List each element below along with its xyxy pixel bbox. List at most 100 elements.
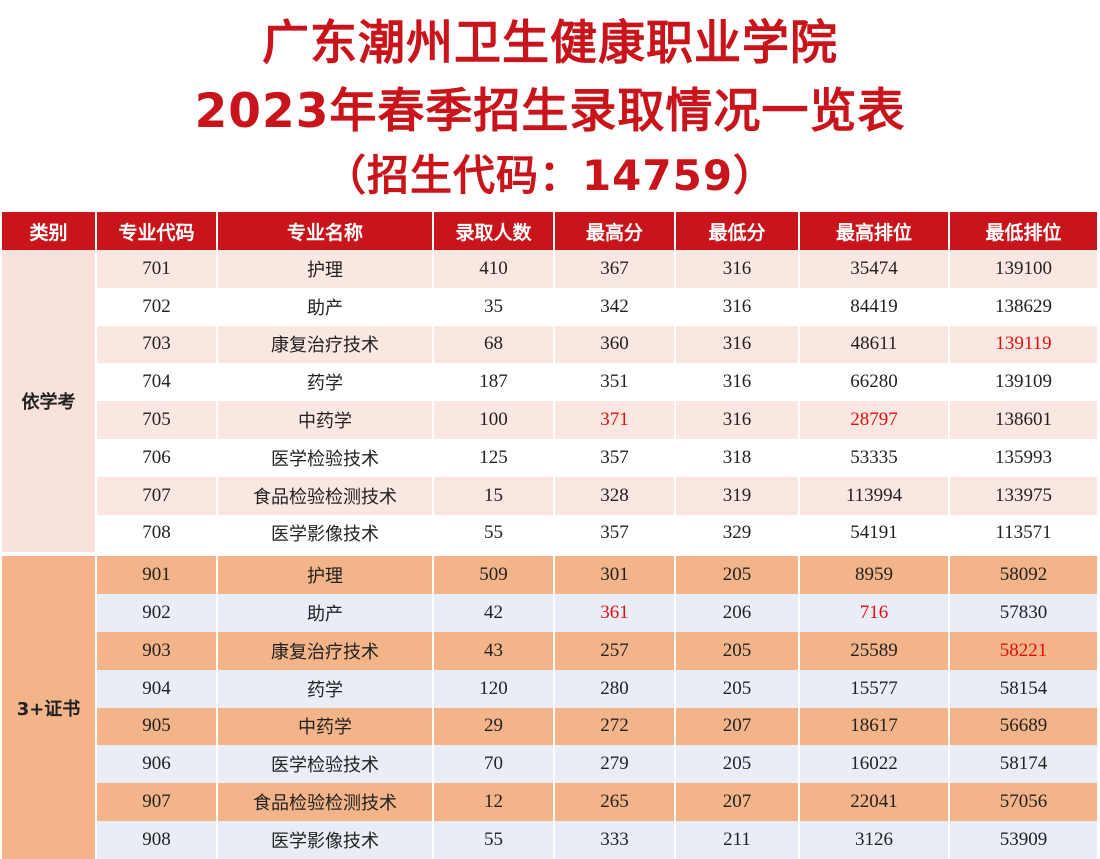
admitted-count-cell: 12 <box>433 783 555 821</box>
header-highest-score: 最高分 <box>554 212 676 250</box>
table-header-row: 类别 专业代码 专业名称 录取人数 最高分 最低分 最高排位 最低排位 <box>2 212 1099 250</box>
table-body: 依学考 701 护理 410 367 316 35474 139100 702 助产 35 342 31… <box>2 250 1099 859</box>
table-row: 906 医学检验技术 70 279 205 16022 58174 <box>2 745 1099 784</box>
table-row: 704 药学 187 351 316 66280 139109 <box>2 363 1099 402</box>
lowest-score-cell: 205 <box>675 745 800 784</box>
highest-score-cell: 357 <box>554 514 676 553</box>
separator-cell <box>2 552 1098 557</box>
school-name-title: 广东潮州卫生健康职业学院 <box>262 16 838 71</box>
lowest-rank-cell: 58174 <box>949 745 1099 784</box>
lowest-score-cell: 318 <box>675 438 800 477</box>
table-row: 702 助产 35 342 316 84419 138629 <box>2 287 1099 326</box>
major-code-cell: 908 <box>96 820 218 859</box>
admitted-count-cell: 35 <box>433 287 555 326</box>
table-row: 3+证书 901 护理 509 301 205 8959 58092 <box>2 556 1099 859</box>
header-category: 类别 <box>2 212 97 250</box>
highest-rank-cell: 716 <box>799 594 950 632</box>
major-code-cell: 705 <box>96 401 218 439</box>
major-name-cell: 医学检验技术 <box>217 438 434 477</box>
highest-score-cell: 257 <box>554 631 676 670</box>
category-cell: 3+证书 <box>2 556 97 859</box>
major-code-cell: 703 <box>96 325 218 364</box>
header-major-code: 专业代码 <box>96 212 218 250</box>
highest-score-cell: 272 <box>554 707 676 746</box>
major-name-cell: 医学影像技术 <box>217 514 434 553</box>
lowest-rank-cell: 135993 <box>949 438 1099 477</box>
lowest-score-cell: 316 <box>675 363 800 402</box>
highest-rank-cell: 66280 <box>799 363 950 402</box>
lowest-score-cell: 206 <box>675 594 800 632</box>
lowest-rank-cell: 53909 <box>949 820 1099 859</box>
lowest-score-cell: 316 <box>675 287 800 326</box>
major-code-cell: 907 <box>96 783 218 821</box>
lowest-rank-cell: 57830 <box>949 594 1099 632</box>
major-name-cell: 助产 <box>217 287 434 326</box>
lowest-score-cell: 319 <box>675 476 800 515</box>
major-name-cell: 食品检验检测技术 <box>217 783 434 821</box>
highest-rank-cell: 113994 <box>799 476 950 515</box>
admitted-count-cell: 15 <box>433 476 555 515</box>
admitted-count-cell: 100 <box>433 401 555 439</box>
highest-rank-cell: 54191 <box>799 514 950 553</box>
highest-score-cell: 361 <box>554 594 676 632</box>
major-name-cell: 护理 <box>217 250 434 288</box>
lowest-rank-cell: 139109 <box>949 363 1099 402</box>
enrollment-code-title: （招生代码：14759） <box>323 151 777 200</box>
header-highest-rank: 最高排位 <box>799 212 950 250</box>
header-lowest-score: 最低分 <box>675 212 800 250</box>
admitted-count-cell: 125 <box>433 438 555 477</box>
highest-score-cell: 357 <box>554 438 676 477</box>
highest-score-cell: 367 <box>554 250 676 288</box>
major-code-cell: 708 <box>96 514 218 553</box>
major-name-cell: 康复治疗技术 <box>217 631 434 670</box>
lowest-rank-cell: 58092 <box>949 556 1099 595</box>
table-row: 908 医学影像技术 55 333 211 3126 53909 <box>2 820 1099 859</box>
lowest-score-cell: 211 <box>675 820 800 859</box>
admitted-count-cell: 187 <box>433 363 555 402</box>
highest-rank-cell: 25589 <box>799 631 950 670</box>
major-code-cell: 904 <box>96 669 218 708</box>
table-row: 907 食品检验检测技术 12 265 207 22041 57056 <box>2 783 1099 821</box>
major-code-cell: 901 <box>96 556 218 595</box>
lowest-rank-cell: 57056 <box>949 783 1099 821</box>
lowest-score-cell: 207 <box>675 783 800 821</box>
major-code-cell: 704 <box>96 363 218 402</box>
admitted-count-cell: 509 <box>433 556 555 595</box>
title-block: 广东潮州卫生健康职业学院 2023年春季招生录取情况一览表 （招生代码：1475… <box>0 0 1100 208</box>
admitted-count-cell: 55 <box>433 820 555 859</box>
admitted-count-cell: 70 <box>433 745 555 784</box>
major-name-cell: 医学影像技术 <box>217 820 434 859</box>
lowest-score-cell: 329 <box>675 514 800 553</box>
table-row: 904 药学 120 280 205 15577 58154 <box>2 669 1099 708</box>
lowest-score-cell: 316 <box>675 401 800 439</box>
highest-score-cell: 301 <box>554 556 676 595</box>
major-code-cell: 903 <box>96 631 218 670</box>
highest-score-cell: 280 <box>554 669 676 708</box>
table-row: 707 食品检验检测技术 15 328 319 113994 133975 <box>2 476 1099 515</box>
lowest-rank-cell: 138629 <box>949 287 1099 326</box>
admitted-count-cell: 43 <box>433 631 555 670</box>
table-row: 902 助产 42 361 206 716 57830 <box>2 594 1099 632</box>
lowest-rank-cell: 133975 <box>949 476 1099 515</box>
highest-rank-cell: 8959 <box>799 556 950 595</box>
major-code-cell: 902 <box>96 594 218 632</box>
major-name-cell: 中药学 <box>217 401 434 439</box>
table-row: 705 中药学 100 371 316 28797 138601 <box>2 401 1099 439</box>
admitted-count-cell: 29 <box>433 707 555 746</box>
header-admitted-count: 录取人数 <box>433 212 555 250</box>
highest-rank-cell: 53335 <box>799 438 950 477</box>
table-row: 依学考 701 护理 410 367 316 35474 139100 <box>2 250 1099 553</box>
highest-score-cell: 351 <box>554 363 676 402</box>
table-row: 903 康复治疗技术 43 257 205 25589 58221 <box>2 631 1099 670</box>
table-row: 905 中药学 29 272 207 18617 56689 <box>2 707 1099 746</box>
major-code-cell: 707 <box>96 476 218 515</box>
highest-rank-cell: 3126 <box>799 820 950 859</box>
highest-rank-cell: 16022 <box>799 745 950 784</box>
group-separator <box>2 552 1098 557</box>
highest-rank-cell: 28797 <box>799 401 950 439</box>
lowest-rank-cell: 138601 <box>949 401 1099 439</box>
table-title: 2023年春季招生录取情况一览表 <box>194 84 906 139</box>
highest-score-cell: 279 <box>554 745 676 784</box>
category-cell: 依学考 <box>2 250 97 553</box>
admitted-count-cell: 120 <box>433 669 555 708</box>
